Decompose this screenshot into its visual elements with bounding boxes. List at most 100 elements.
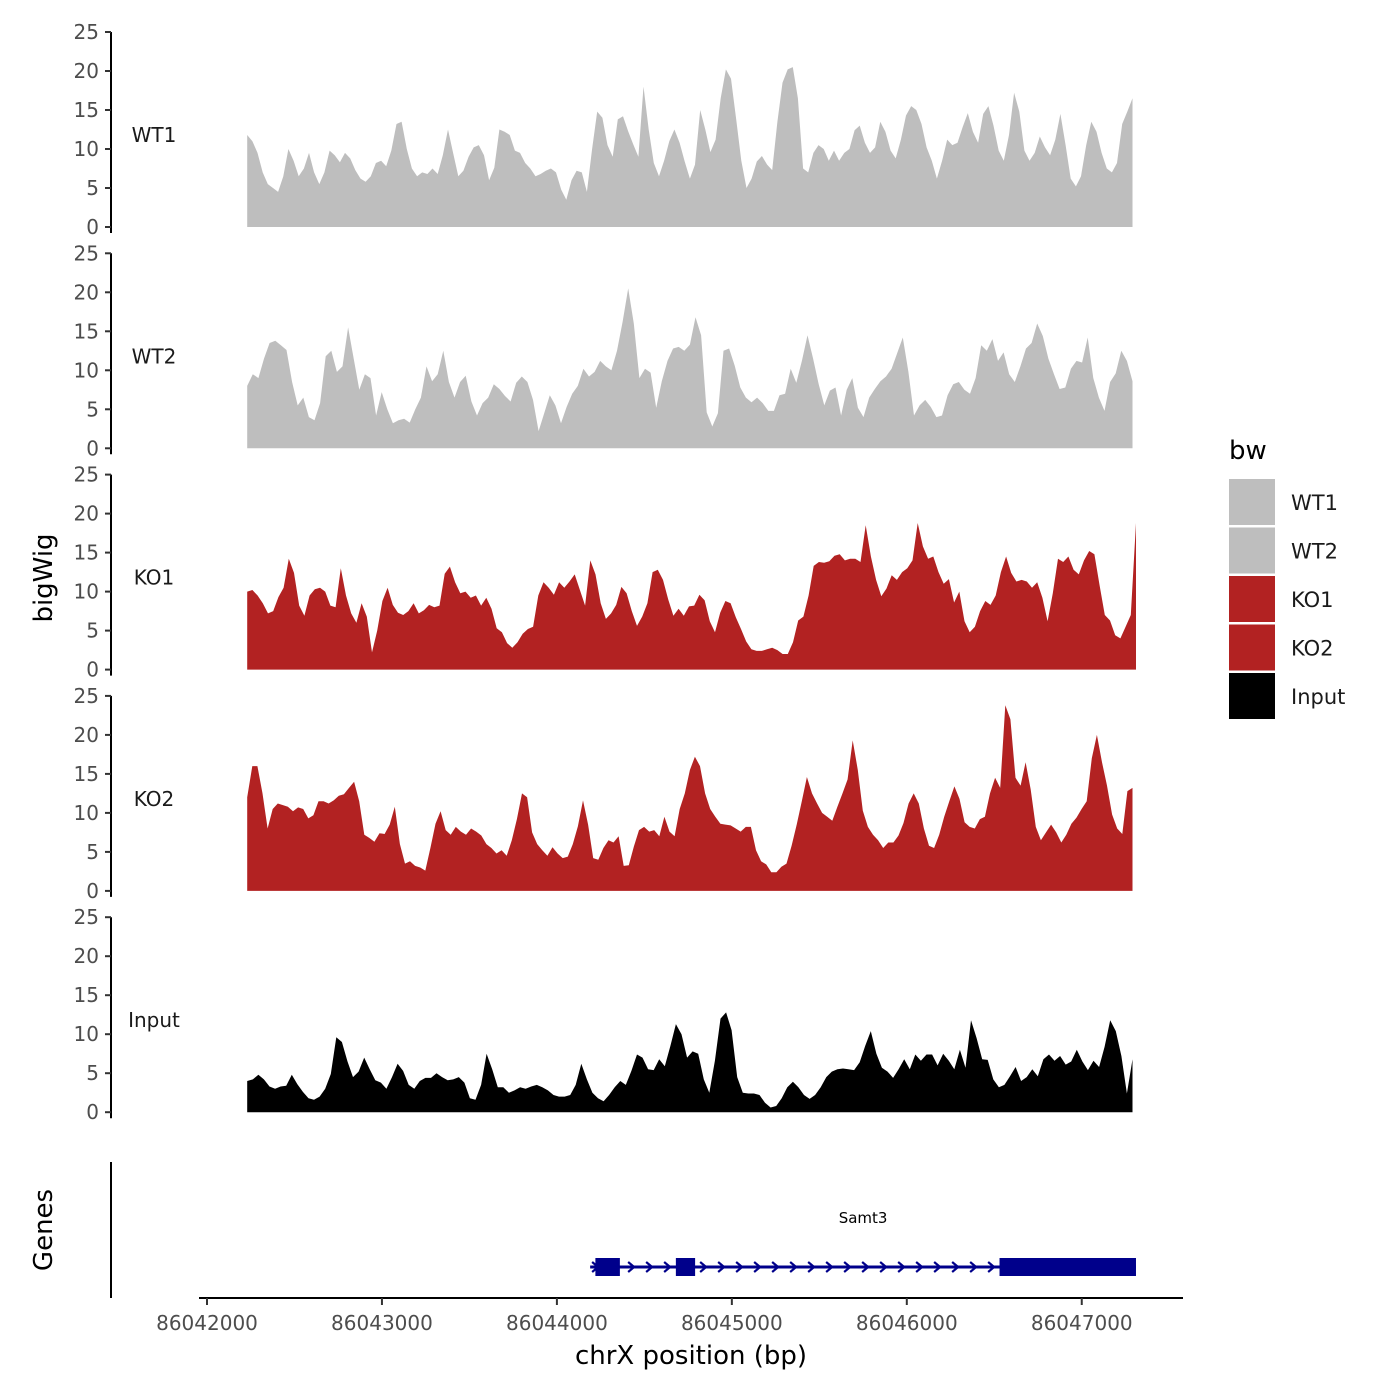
legend-item-ko1: KO1 — [1229, 576, 1334, 622]
strand-arrow-icon — [915, 1261, 924, 1273]
strand-arrow-icon — [771, 1261, 780, 1273]
area-ko1 — [247, 523, 1136, 670]
strand-arrow-icon — [627, 1261, 636, 1273]
y-tick-label: 5 — [86, 619, 99, 643]
legend-swatch — [1229, 673, 1275, 719]
x-ticks: 86042000 86043000 86044000 86045000 86046000… — [156, 1298, 1133, 1335]
strand-arrow-icon — [789, 1261, 798, 1273]
strand-arrow-icon — [735, 1261, 744, 1273]
y-tick-label: 5 — [86, 397, 99, 421]
track-label-ko1: KO1 — [134, 566, 175, 590]
y-tick-label: 15 — [74, 319, 99, 343]
y-tick-label: 25 — [74, 684, 99, 708]
strand-arrow-icon — [969, 1261, 978, 1273]
y-tick-label: 10 — [74, 801, 99, 825]
y-tick-label: 0 — [86, 436, 99, 460]
strand-arrow-icon — [843, 1261, 852, 1273]
y-tick-label: 10 — [74, 580, 99, 604]
y-tick-label: 15 — [74, 98, 99, 122]
track-label-wt1: WT1 — [132, 123, 177, 147]
legend-label: Input — [1291, 685, 1345, 709]
panel-ko2: 0 5 10 15 20 25 KO2 — [74, 684, 1133, 903]
gene-exon — [595, 1258, 620, 1276]
legend-label: KO1 — [1291, 588, 1334, 612]
panel-ko1: 0 5 10 15 20 25 KO1 — [74, 463, 1136, 682]
track-label-input: Input — [128, 1008, 180, 1032]
legend-swatch — [1229, 479, 1275, 525]
y-tick-label: 0 — [86, 215, 99, 239]
y-tick-label: 0 — [86, 658, 99, 682]
legend-item-ko2: KO2 — [1229, 624, 1334, 671]
y-tick-label: 0 — [86, 879, 99, 903]
y-tick-label: 25 — [74, 20, 99, 44]
y-tick-label: 20 — [74, 723, 99, 747]
y-tick-label: 15 — [74, 541, 99, 565]
y-tick-label: 25 — [74, 905, 99, 929]
legend-title: bw — [1229, 436, 1267, 466]
x-tick-label: 86044000 — [506, 1311, 608, 1335]
x-axis: 86042000 86043000 86044000 86045000 86046000… — [156, 1297, 1183, 1335]
gene-panel: Samt3 — [110, 1162, 1136, 1298]
y-tick-label: 25 — [74, 463, 99, 487]
area-ko2 — [247, 705, 1133, 891]
gene-label: Samt3 — [839, 1209, 888, 1227]
legend-swatch — [1229, 576, 1275, 622]
y-tick-label: 5 — [86, 1061, 99, 1085]
legend-label: WT2 — [1291, 540, 1338, 564]
legend-item-wt1: WT1 — [1229, 479, 1338, 525]
panel-wt1: 0 5 10 15 20 25 WT1 — [74, 20, 1133, 239]
strand-arrow-icon — [699, 1261, 708, 1273]
track-label-ko2: KO2 — [134, 787, 175, 811]
y-tick-label: 20 — [74, 59, 99, 83]
gene-models: Samt3 — [590, 1209, 1136, 1276]
legend-label: KO2 — [1291, 637, 1334, 661]
area-wt2 — [247, 288, 1133, 449]
gene-exon — [999, 1258, 1136, 1276]
y-tick-label: 5 — [86, 176, 99, 200]
x-tick-label: 86042000 — [156, 1311, 258, 1335]
strand-arrow-icon — [645, 1261, 654, 1273]
strand-arrow-icon — [897, 1261, 906, 1273]
signal-panels: 0510152025WT10510152025WT20510152025KO10… — [74, 20, 1136, 1124]
legend-items: WT1 WT2 KO1 KO2 Input — [1229, 479, 1345, 719]
x-tick-label: 86046000 — [856, 1311, 958, 1335]
track-label-wt2: WT2 — [132, 344, 177, 368]
gene-samt3: Samt3 — [590, 1209, 1136, 1276]
x-axis-title: chrX position (bp) — [575, 1341, 807, 1371]
y-tick-label: 25 — [74, 241, 99, 265]
x-tick-label: 86045000 — [681, 1311, 783, 1335]
y-tick-label: 15 — [74, 762, 99, 786]
area-input — [247, 1012, 1133, 1113]
strand-arrow-icon — [879, 1261, 888, 1273]
area-wt1 — [247, 67, 1133, 227]
strand-arrow-icon — [753, 1261, 762, 1273]
y-tick-label: 15 — [74, 983, 99, 1007]
y-tick-label: 5 — [86, 840, 99, 864]
y-tick-label: 10 — [74, 1022, 99, 1046]
strand-arrow-icon — [717, 1261, 726, 1273]
strand-arrow-icon — [861, 1261, 870, 1273]
x-tick-label: 86047000 — [1031, 1311, 1133, 1335]
panel-input: 0 5 10 15 20 25 Input — [74, 905, 1133, 1124]
y-tick-label: 0 — [86, 1100, 99, 1124]
x-tick-label: 86043000 — [331, 1311, 433, 1335]
strand-arrow-icon — [951, 1261, 960, 1273]
legend-swatch — [1229, 527, 1275, 574]
legend-item-wt2: WT2 — [1229, 527, 1338, 574]
y-tick-label: 20 — [74, 280, 99, 304]
y-axis-title: bigWig — [29, 533, 59, 622]
strand-arrow-icon — [933, 1261, 942, 1273]
strand-arrow-icon — [825, 1261, 834, 1273]
y-tick-label: 20 — [74, 944, 99, 968]
genes-axis-title: Genes — [29, 1189, 59, 1271]
strand-arrow-icon — [807, 1261, 816, 1273]
y-tick-label: 10 — [74, 358, 99, 382]
y-tick-label: 10 — [74, 137, 99, 161]
legend-swatch — [1229, 624, 1275, 671]
strand-arrow-icon — [987, 1261, 996, 1273]
legend: bw WT1 WT2 KO1 KO2 Input — [1229, 436, 1345, 719]
legend-item-input: Input — [1229, 673, 1345, 719]
y-tick-label: 20 — [74, 502, 99, 526]
strand-arrow-icon — [663, 1261, 672, 1273]
